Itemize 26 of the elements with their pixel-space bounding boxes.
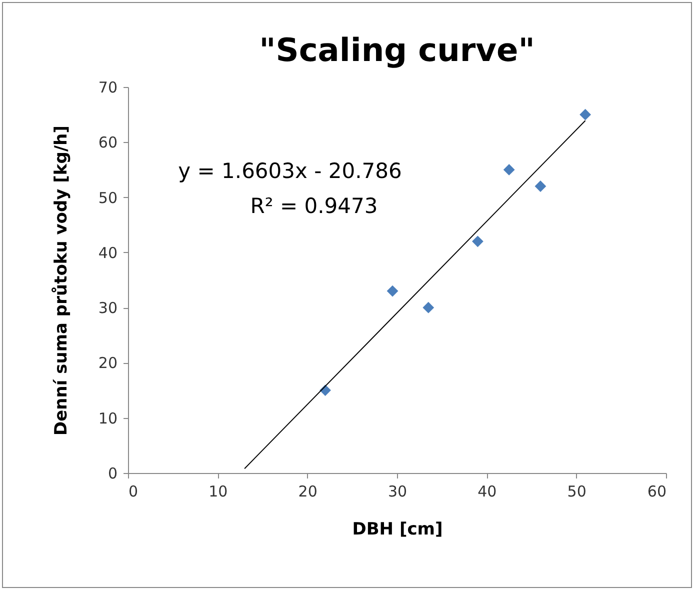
x-axis-title: DBH [cm]: [352, 520, 443, 540]
chart-title: "Scaling curve": [259, 31, 535, 69]
point: [386, 285, 398, 297]
point: [580, 108, 591, 120]
point: [422, 302, 434, 314]
point: [472, 236, 484, 248]
point: [503, 164, 515, 176]
x-tick-label: 10: [208, 482, 228, 500]
x-tick-label: 40: [478, 482, 497, 500]
y-tick-label: 60: [98, 134, 118, 152]
annotation: R² = 0.9473: [250, 194, 378, 218]
x-tick-label: 20: [298, 482, 318, 500]
y-tick-label: 70: [98, 78, 118, 96]
y-tick-label: 50: [98, 188, 118, 207]
x-tick-label: 60: [647, 482, 666, 500]
x-tick-label: 30: [388, 482, 408, 500]
x-tick-label: 50: [567, 482, 586, 500]
y-tick-label: 30: [98, 299, 118, 318]
y-tick-label: 10: [98, 409, 118, 428]
x-tick-label: 0: [128, 482, 138, 500]
y-tick-label: 0: [108, 464, 118, 482]
y-tick-label: 40: [98, 244, 118, 262]
annotation: y = 1.6603x - 20.786: [178, 159, 402, 183]
y-tick-label: 20: [98, 354, 118, 372]
point: [534, 180, 546, 192]
y-axis-title: Denní suma průtoku vody [kg/h]: [51, 126, 72, 436]
